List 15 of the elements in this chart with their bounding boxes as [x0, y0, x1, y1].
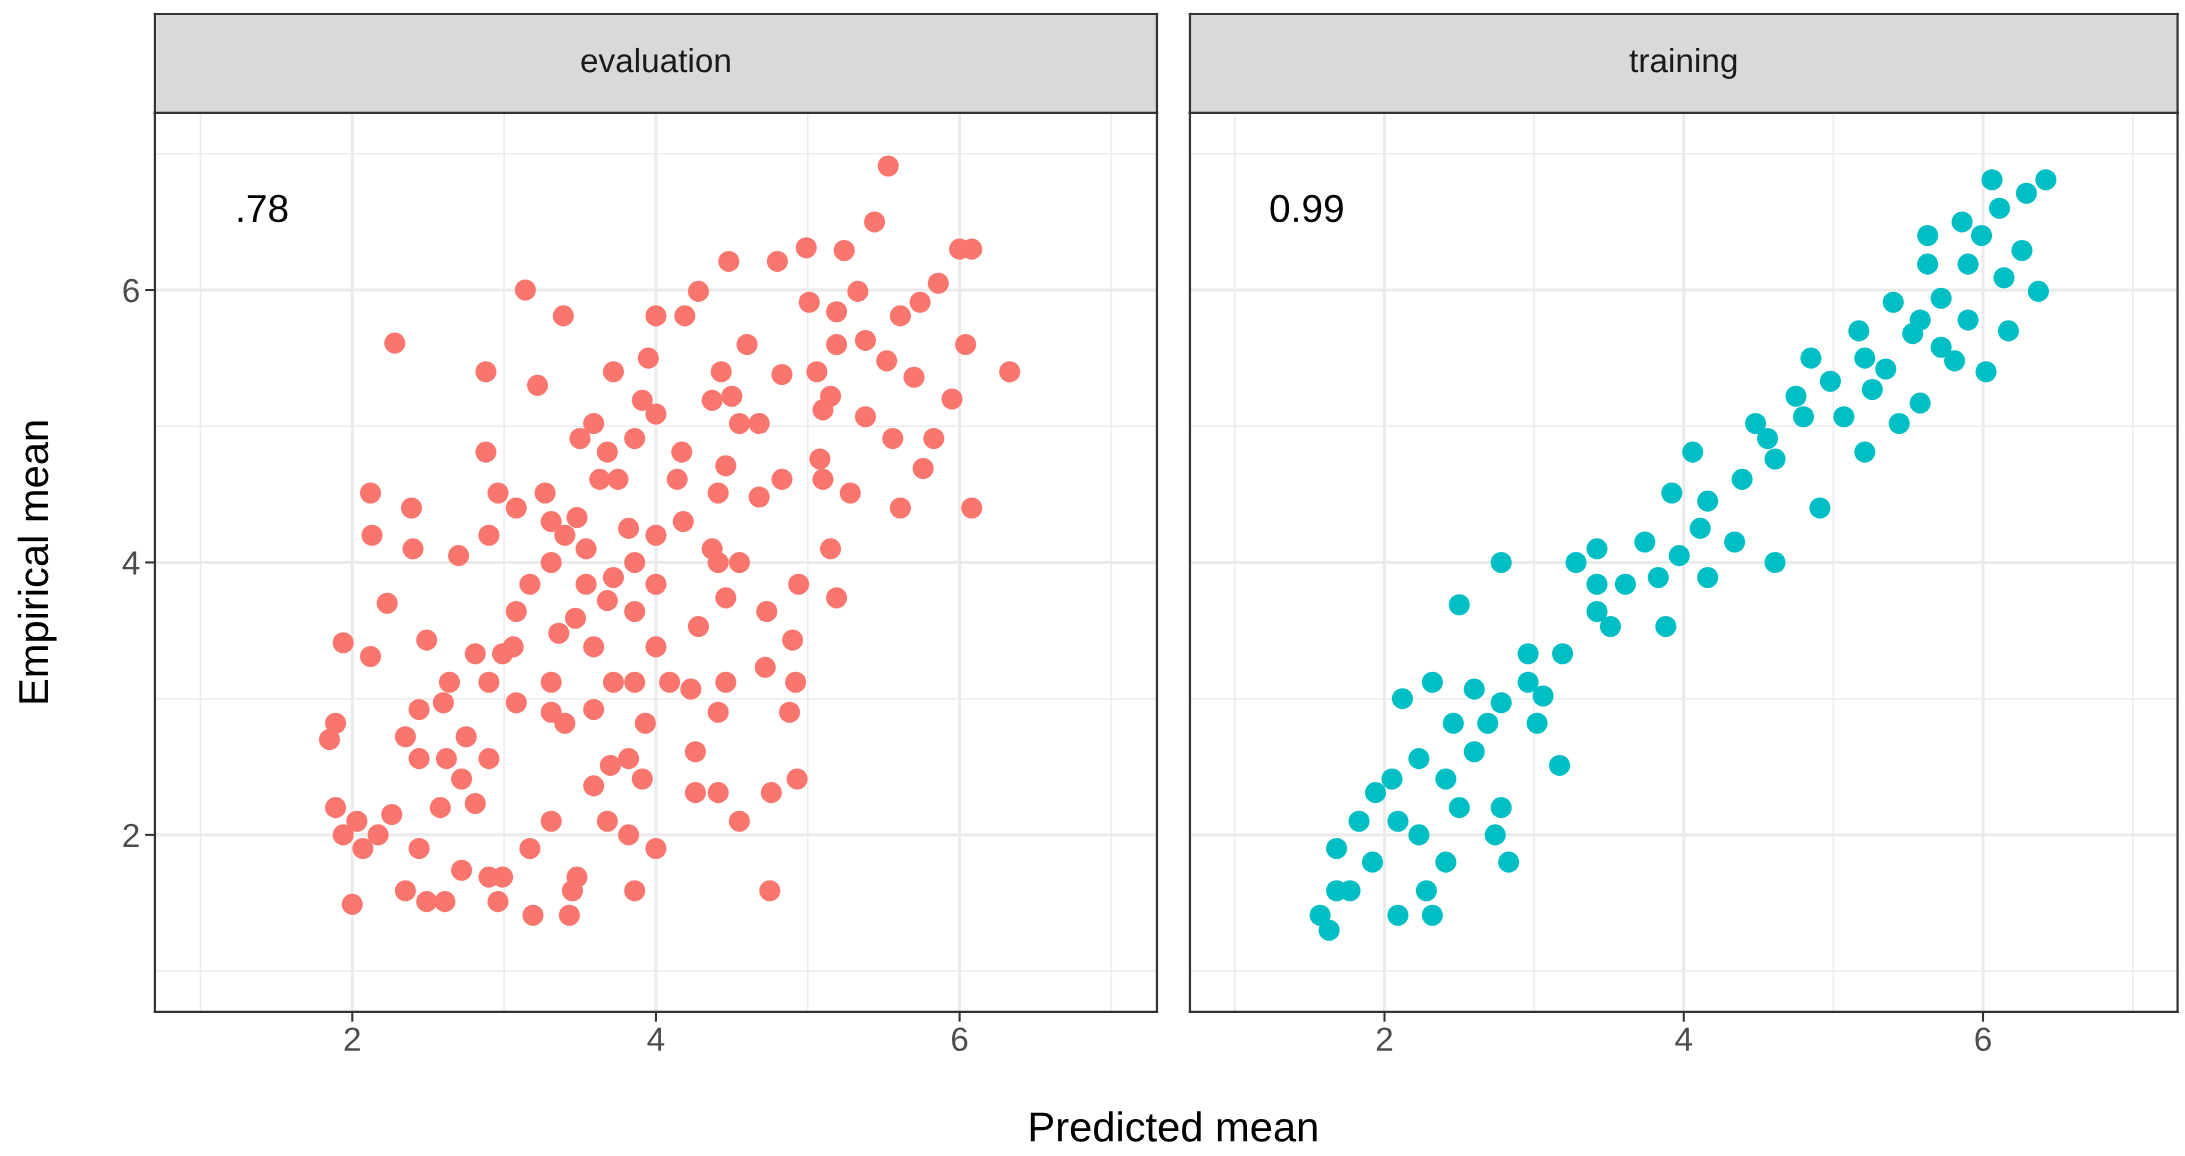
y-tick-label: 2	[123, 823, 139, 847]
annotation: 0.99	[1270, 194, 1343, 223]
y-axis-title: Empirical mean	[17, 421, 57, 703]
y-tick-label: 4	[122, 551, 140, 575]
chart-title: evaluation	[581, 47, 730, 73]
x-tick-label: 6	[1975, 1027, 1991, 1052]
annotation: .78	[238, 194, 288, 223]
x-tick-label: 6	[952, 1027, 968, 1052]
x-tick-label: 2	[1376, 1027, 1393, 1051]
x-tick-label: 4	[1675, 1027, 1693, 1051]
x-tick-label: 4	[647, 1027, 665, 1051]
y-tick-label: 6	[123, 278, 139, 303]
x-axis-title: Predicted mean	[1030, 1111, 1317, 1142]
chart-title: training	[1629, 47, 1737, 79]
x-tick-label: 2	[344, 1027, 360, 1051]
